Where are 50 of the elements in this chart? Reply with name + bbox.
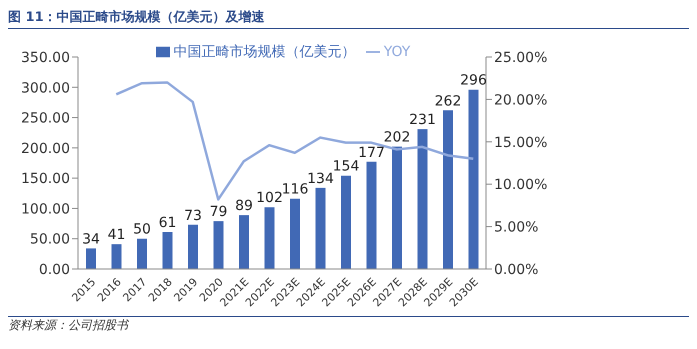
legend-label: YOY bbox=[384, 44, 410, 60]
y-tick-label: 350.00 bbox=[21, 50, 70, 66]
y-tick-label: 100.00 bbox=[21, 201, 70, 218]
bar bbox=[443, 110, 453, 269]
bar bbox=[392, 146, 402, 269]
bar bbox=[316, 188, 326, 269]
y-tick-label: 0.00 bbox=[38, 262, 70, 278]
data-label: 79 bbox=[210, 204, 228, 220]
y2-tick-label: 20.00% bbox=[494, 92, 548, 108]
y-tick-label: 50.00 bbox=[30, 232, 70, 248]
y-tick-label: 250.00 bbox=[21, 110, 70, 127]
data-label: 134 bbox=[307, 170, 334, 187]
data-label: 177 bbox=[358, 144, 385, 161]
chart-title: 图 11：中国正畸市场规模（亿美元）及增速 bbox=[8, 8, 689, 29]
bar bbox=[239, 215, 249, 269]
data-label: 102 bbox=[256, 190, 283, 206]
bar bbox=[468, 90, 478, 269]
legend-label: 中国正畸市场规模（亿美元） bbox=[174, 44, 356, 60]
data-label: 89 bbox=[235, 198, 253, 214]
bar bbox=[418, 129, 428, 269]
data-label: 296 bbox=[460, 72, 487, 89]
bar bbox=[112, 244, 122, 269]
text: 资料来源：公司招股书 bbox=[8, 316, 689, 334]
y2-tick-label: 15.00% bbox=[494, 134, 548, 151]
y2-tick-label: 0.00% bbox=[494, 262, 538, 278]
bar bbox=[137, 238, 147, 269]
data-label: 231 bbox=[409, 112, 436, 128]
bar bbox=[366, 162, 376, 269]
bar bbox=[162, 232, 172, 269]
bar bbox=[341, 176, 351, 269]
y-tick-label: 150.00 bbox=[21, 171, 70, 188]
y2-tick-label: 25.00% bbox=[494, 50, 548, 66]
data-label: 61 bbox=[158, 215, 176, 232]
y-tick-label: 200.00 bbox=[21, 140, 70, 157]
bar bbox=[188, 224, 198, 269]
y-tick-label: 300.00 bbox=[21, 80, 70, 96]
bar bbox=[290, 198, 300, 269]
data-label: 202 bbox=[384, 130, 410, 146]
y2-tick-label: 10.00% bbox=[494, 177, 548, 194]
data-label: 41 bbox=[108, 227, 126, 244]
data-label: 50 bbox=[133, 222, 151, 238]
bar bbox=[214, 221, 224, 269]
data-label: 154 bbox=[332, 158, 360, 175]
y2-tick-label: 5.00% bbox=[494, 220, 538, 236]
bar bbox=[264, 207, 274, 269]
data-label: 73 bbox=[184, 208, 202, 224]
data-label: 116 bbox=[282, 182, 308, 198]
data-label: 262 bbox=[434, 93, 462, 110]
bar bbox=[86, 248, 96, 269]
data-label: 34 bbox=[82, 231, 100, 248]
